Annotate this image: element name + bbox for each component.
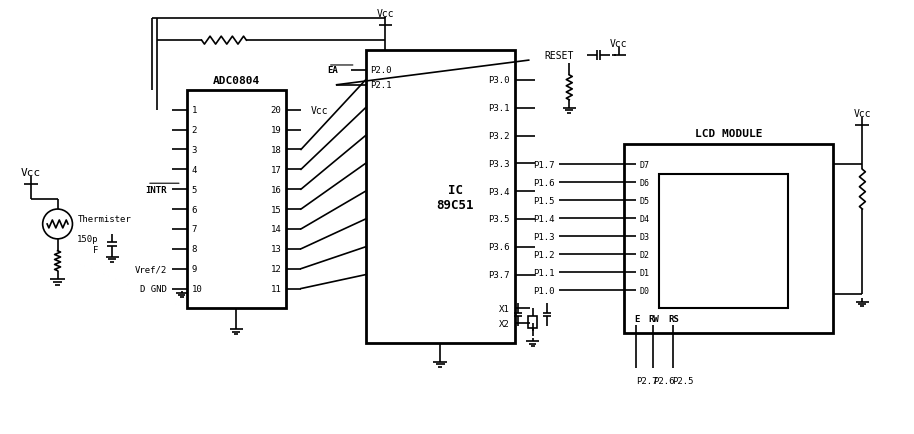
Text: Vcc: Vcc xyxy=(377,9,394,19)
Text: D GND: D GND xyxy=(140,284,167,293)
Text: Vcc: Vcc xyxy=(21,168,41,178)
Text: X1: X1 xyxy=(499,304,510,313)
Text: 7: 7 xyxy=(192,225,197,234)
Text: D4: D4 xyxy=(640,214,650,224)
Text: P1.5: P1.5 xyxy=(533,197,555,205)
Text: P3.2: P3.2 xyxy=(488,132,510,141)
Text: 150p
F: 150p F xyxy=(77,235,99,254)
Text: D7: D7 xyxy=(640,161,650,169)
Bar xyxy=(659,175,788,309)
Text: 8: 8 xyxy=(192,245,197,254)
Text: 10: 10 xyxy=(192,284,203,293)
Text: P1.4: P1.4 xyxy=(533,214,555,224)
Text: 12: 12 xyxy=(271,265,282,273)
Text: RW: RW xyxy=(649,314,660,323)
Text: ADC0804: ADC0804 xyxy=(213,76,260,85)
Text: P3.3: P3.3 xyxy=(488,159,510,168)
Text: P3.4: P3.4 xyxy=(488,187,510,196)
Text: D0: D0 xyxy=(640,286,650,295)
Text: P1.0: P1.0 xyxy=(533,286,555,295)
Text: 13: 13 xyxy=(271,245,282,254)
Text: P1.7: P1.7 xyxy=(533,161,555,169)
Text: P2.7: P2.7 xyxy=(636,376,657,385)
Text: P1.1: P1.1 xyxy=(533,268,555,277)
Text: Vcc: Vcc xyxy=(311,105,328,115)
Bar xyxy=(186,91,286,309)
Text: Vcc: Vcc xyxy=(854,108,871,118)
Text: 17: 17 xyxy=(271,165,282,174)
Bar xyxy=(366,51,515,343)
Text: RESET: RESET xyxy=(545,51,574,61)
Text: 15: 15 xyxy=(271,205,282,214)
Bar xyxy=(527,317,537,329)
Text: 4: 4 xyxy=(192,165,197,174)
Text: 2: 2 xyxy=(192,126,197,135)
Text: P1.6: P1.6 xyxy=(533,178,555,187)
Text: Vref/2: Vref/2 xyxy=(134,265,167,273)
Text: P1.2: P1.2 xyxy=(533,250,555,259)
Text: D3: D3 xyxy=(640,232,650,241)
Text: 18: 18 xyxy=(271,145,282,155)
Text: 19: 19 xyxy=(271,126,282,135)
Text: P3.6: P3.6 xyxy=(488,243,510,252)
Text: 6: 6 xyxy=(192,205,197,214)
Text: 20: 20 xyxy=(271,106,282,115)
Text: RS: RS xyxy=(669,314,679,323)
Text: IC
89C51: IC 89C51 xyxy=(436,183,473,211)
Text: P2.6: P2.6 xyxy=(653,376,675,385)
Text: Vcc: Vcc xyxy=(611,39,628,49)
Text: D5: D5 xyxy=(640,197,650,205)
Text: P3.0: P3.0 xyxy=(488,76,510,85)
Text: P1.3: P1.3 xyxy=(533,232,555,241)
Text: 5: 5 xyxy=(192,185,197,194)
Text: 1: 1 xyxy=(192,106,197,115)
Text: 3: 3 xyxy=(192,145,197,155)
Text: P2.1: P2.1 xyxy=(370,81,392,90)
Text: 16: 16 xyxy=(271,185,282,194)
Bar xyxy=(624,145,833,333)
Text: D6: D6 xyxy=(640,178,650,187)
Text: P2.0: P2.0 xyxy=(370,66,392,75)
Text: P3.1: P3.1 xyxy=(488,104,510,113)
Text: LCD MODULE: LCD MODULE xyxy=(695,128,762,138)
Text: E: E xyxy=(634,314,639,323)
Text: D2: D2 xyxy=(640,250,650,259)
Text: EA: EA xyxy=(327,66,338,75)
Text: 14: 14 xyxy=(271,225,282,234)
Text: 11: 11 xyxy=(271,284,282,293)
Text: X2: X2 xyxy=(499,319,510,328)
Text: Thermister: Thermister xyxy=(78,215,132,224)
Text: 9: 9 xyxy=(192,265,197,273)
Text: P3.5: P3.5 xyxy=(488,215,510,224)
Text: P3.7: P3.7 xyxy=(488,270,510,279)
Text: D1: D1 xyxy=(640,268,650,277)
Text: INTR: INTR xyxy=(145,185,167,194)
Text: P2.5: P2.5 xyxy=(673,376,694,385)
